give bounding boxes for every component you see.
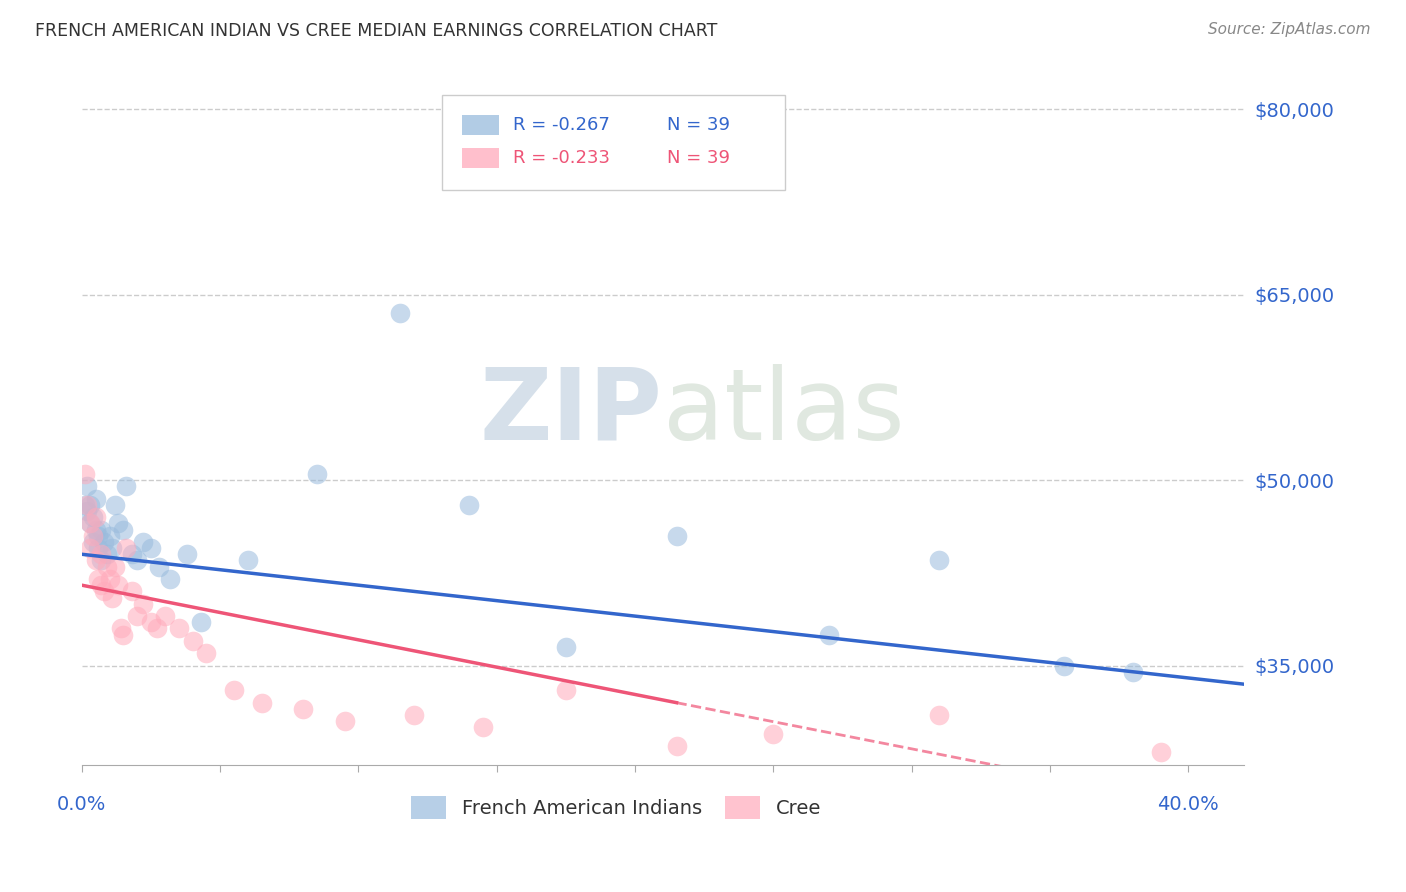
Point xyxy=(82,510,104,524)
Point xyxy=(112,523,135,537)
Point xyxy=(96,559,118,574)
Point xyxy=(107,516,129,531)
Point xyxy=(98,572,121,586)
Point xyxy=(402,708,425,723)
Point xyxy=(82,535,104,549)
Point xyxy=(112,628,135,642)
Point xyxy=(471,720,494,734)
Bar xyxy=(461,115,499,135)
Point xyxy=(250,696,273,710)
Point xyxy=(817,628,839,642)
Point xyxy=(79,516,101,531)
Text: ZIP: ZIP xyxy=(479,364,662,460)
Point xyxy=(305,467,328,481)
Point xyxy=(121,584,143,599)
Text: R = -0.233: R = -0.233 xyxy=(513,149,610,168)
Point xyxy=(388,306,411,320)
Point xyxy=(665,739,688,753)
Point xyxy=(90,578,112,592)
Point xyxy=(554,640,576,654)
Point xyxy=(121,547,143,561)
Point xyxy=(87,572,110,586)
Point xyxy=(73,498,96,512)
Point xyxy=(928,708,950,723)
Point xyxy=(82,529,104,543)
Point xyxy=(762,726,785,740)
Point xyxy=(84,510,107,524)
Point xyxy=(87,541,110,555)
Point xyxy=(79,516,101,531)
Point xyxy=(132,597,155,611)
Point xyxy=(176,547,198,561)
Point xyxy=(195,646,218,660)
Point xyxy=(104,559,127,574)
Point xyxy=(127,609,149,624)
Point xyxy=(98,529,121,543)
Point xyxy=(84,553,107,567)
Point xyxy=(84,523,107,537)
Point xyxy=(76,479,98,493)
Point xyxy=(101,541,124,555)
Text: FRENCH AMERICAN INDIAN VS CREE MEDIAN EARNINGS CORRELATION CHART: FRENCH AMERICAN INDIAN VS CREE MEDIAN EA… xyxy=(35,22,717,40)
Point xyxy=(107,578,129,592)
Point xyxy=(1122,665,1144,679)
Point xyxy=(139,541,162,555)
Point xyxy=(93,584,115,599)
Point xyxy=(132,535,155,549)
Text: Source: ZipAtlas.com: Source: ZipAtlas.com xyxy=(1208,22,1371,37)
Point xyxy=(292,702,315,716)
Point xyxy=(110,622,132,636)
Point xyxy=(76,504,98,518)
Point xyxy=(665,529,688,543)
Point xyxy=(93,535,115,549)
Point xyxy=(148,559,170,574)
Point xyxy=(333,714,356,729)
Point xyxy=(139,615,162,630)
Point xyxy=(115,541,138,555)
Text: atlas: atlas xyxy=(662,364,904,460)
Text: N = 39: N = 39 xyxy=(668,149,730,168)
Point xyxy=(79,541,101,555)
Point xyxy=(90,523,112,537)
Point xyxy=(73,467,96,481)
Point xyxy=(222,683,245,698)
Point xyxy=(101,591,124,605)
Point xyxy=(167,622,190,636)
Point xyxy=(153,609,176,624)
Point xyxy=(87,529,110,543)
FancyBboxPatch shape xyxy=(441,95,785,190)
Point xyxy=(76,498,98,512)
Point xyxy=(554,683,576,698)
Bar xyxy=(461,148,499,169)
Point xyxy=(127,553,149,567)
Point xyxy=(90,553,112,567)
Point xyxy=(104,498,127,512)
Point xyxy=(145,622,167,636)
Point xyxy=(928,553,950,567)
Point xyxy=(159,572,181,586)
Legend: French American Indians, Cree: French American Indians, Cree xyxy=(405,790,827,825)
Text: 0.0%: 0.0% xyxy=(58,796,107,814)
Point xyxy=(1149,745,1171,759)
Point xyxy=(90,547,112,561)
Text: 40.0%: 40.0% xyxy=(1157,796,1219,814)
Point xyxy=(115,479,138,493)
Text: N = 39: N = 39 xyxy=(668,116,730,134)
Point xyxy=(84,491,107,506)
Point xyxy=(458,498,481,512)
Point xyxy=(181,633,204,648)
Point xyxy=(79,498,101,512)
Text: R = -0.267: R = -0.267 xyxy=(513,116,610,134)
Point xyxy=(1053,658,1076,673)
Point xyxy=(96,547,118,561)
Point xyxy=(190,615,212,630)
Point xyxy=(236,553,259,567)
